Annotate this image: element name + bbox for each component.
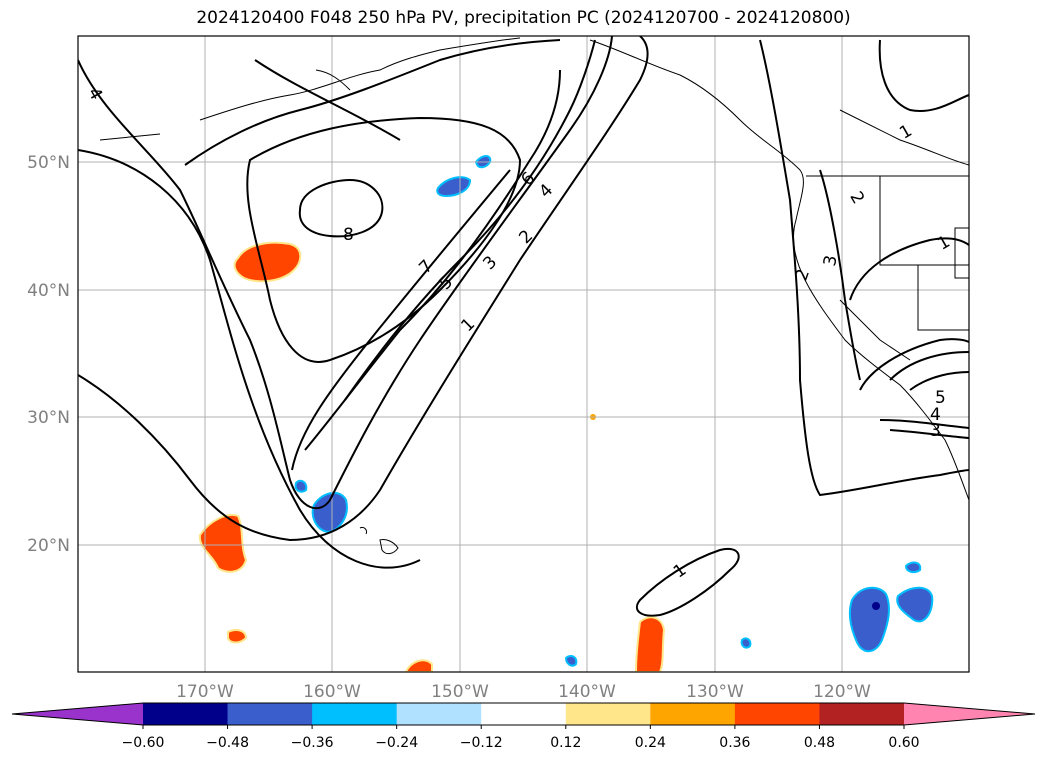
contour-label: 3	[820, 254, 842, 268]
lon-label: 140°W	[558, 682, 616, 702]
colorbar-segment	[481, 703, 567, 725]
map-frame	[77, 35, 970, 673]
lat-label: 30°N	[27, 408, 70, 428]
colorbar-tick-label: 0.60	[888, 735, 919, 751]
lon-label: 130°W	[686, 682, 744, 702]
lat-label: 40°N	[27, 281, 70, 301]
longitude-labels: 170°W 160°W 150°W 140°W 130°W 120°W	[176, 682, 871, 702]
precip-negative	[294, 155, 934, 667]
lon-label: 150°W	[431, 682, 489, 702]
colorbar-tick-label: −0.12	[460, 735, 503, 751]
precip-positive	[198, 241, 666, 672]
colorbar-tick-label: 0.24	[635, 735, 666, 751]
lon-label: 170°W	[176, 682, 234, 702]
map-background	[78, 36, 969, 672]
colorbar-tick-label: 0.12	[550, 735, 581, 751]
contour-label: 3	[930, 421, 941, 441]
lon-label: 160°W	[303, 682, 361, 702]
lon-label: 120°W	[813, 682, 871, 702]
colorbar-tick-label: −0.48	[206, 735, 249, 751]
colorbar-tick-label: 0.36	[719, 735, 750, 751]
colorbar-segment	[312, 703, 398, 725]
colorbar-segment	[734, 703, 820, 725]
colorbar-segment	[565, 703, 651, 725]
colorbar-segment	[819, 703, 905, 725]
colorbar-extend-max	[904, 703, 1035, 725]
colorbar-segment	[227, 703, 313, 725]
contour-label: 8	[343, 225, 354, 245]
lat-label: 20°N	[27, 536, 70, 556]
colorbar-extend-min	[12, 703, 143, 725]
colorbar-segment	[396, 703, 482, 725]
gridlines	[78, 36, 969, 672]
colorbar: −0.60 −0.48 −0.36 −0.24 −0.12 0.12 0.24 0.36 0.4…	[11, 702, 1036, 751]
contour-label: 5	[935, 388, 946, 408]
colorbar-tick-label: −0.60	[122, 735, 165, 751]
latitude-labels: 50°N 40°N 30°N 20°N	[27, 153, 70, 556]
colorbar-segment	[143, 703, 229, 725]
pv-contours	[78, 36, 969, 617]
colorbar-tick-label: 0.48	[804, 735, 835, 751]
lat-label: 50°N	[27, 153, 70, 173]
colorbar-tick-label: −0.36	[291, 735, 334, 751]
colorbar-tick-label: −0.24	[375, 735, 418, 751]
figure-title: 2024120400 F048 250 hPa PV, precipitatio…	[196, 8, 851, 28]
colorbar-segment	[650, 703, 736, 725]
contour-label: 4	[930, 405, 941, 425]
